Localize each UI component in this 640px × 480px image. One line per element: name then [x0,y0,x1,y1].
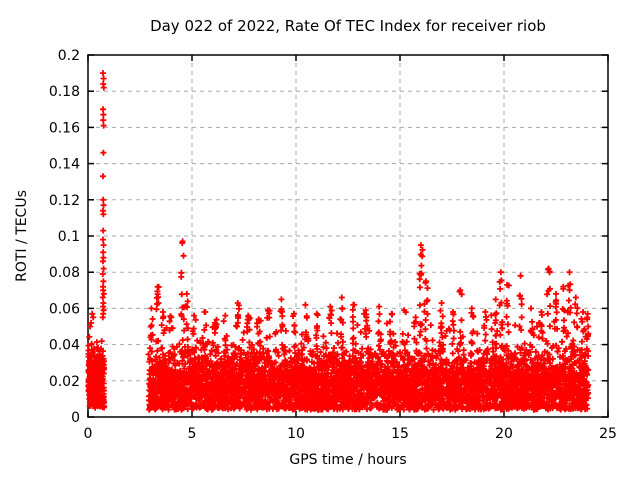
y-tick-label: 0.1 [58,229,80,245]
y-tick-label: 0.06 [49,301,80,317]
y-tick-label: 0 [71,410,80,426]
y-tick-label: 0.12 [49,193,80,209]
data-points [85,70,592,413]
y-tick-label: 0.18 [49,84,80,100]
y-tick-label: 0.16 [49,120,80,136]
x-tick-label: 0 [84,426,93,442]
y-tick-label: 0.08 [49,265,80,281]
x-tick-label: 15 [391,426,409,442]
x-axis-label: GPS time / hours [289,452,407,468]
x-tick-label: 20 [495,426,513,442]
y-tick-label: 0.02 [49,374,80,390]
x-tick-label: 10 [287,426,305,442]
chart-title: Day 022 of 2022, Rate Of TEC Index for r… [150,17,546,35]
plot-border [87,54,609,418]
y-tick-label: 0.14 [49,157,80,173]
y-tick-label: 0.2 [58,48,80,64]
y-tick-label: 0.04 [49,338,80,354]
x-tick-label: 5 [188,426,197,442]
x-tick-label: 25 [599,426,617,442]
